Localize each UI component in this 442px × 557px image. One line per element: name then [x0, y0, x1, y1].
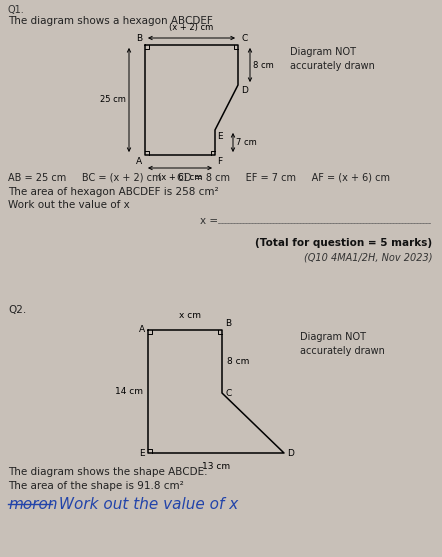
- Text: (Total for question = 5 marks): (Total for question = 5 marks): [255, 238, 432, 248]
- Text: F: F: [217, 157, 222, 166]
- Text: The area of hexagon ABCDEF is 258 cm²: The area of hexagon ABCDEF is 258 cm²: [8, 187, 219, 197]
- Text: 7 cm: 7 cm: [236, 138, 257, 147]
- Text: C: C: [241, 34, 247, 43]
- Text: E: E: [139, 448, 145, 457]
- Text: C: C: [225, 388, 231, 398]
- Text: D: D: [241, 86, 248, 95]
- Text: The area of the shape is 91.8 cm²: The area of the shape is 91.8 cm²: [8, 481, 184, 491]
- Text: AB = 25 cm     BC = (x + 2) cm     CD = 8 cm     EF = 7 cm     AF = (x + 6) cm: AB = 25 cm BC = (x + 2) cm CD = 8 cm EF …: [8, 173, 390, 183]
- Text: A: A: [139, 325, 145, 335]
- Text: 14 cm: 14 cm: [115, 387, 143, 396]
- Text: (x + 2) cm: (x + 2) cm: [169, 23, 213, 32]
- Text: B: B: [136, 34, 142, 43]
- Text: 25 cm: 25 cm: [100, 95, 126, 105]
- Text: D: D: [287, 448, 294, 457]
- Text: Q2.: Q2.: [8, 305, 26, 315]
- Text: Q1.: Q1.: [8, 5, 25, 15]
- Text: Diagram NOT
accurately drawn: Diagram NOT accurately drawn: [290, 47, 375, 71]
- Text: E: E: [217, 132, 223, 141]
- Text: (x + 6) cm: (x + 6) cm: [158, 173, 202, 182]
- Text: Work out the value of x: Work out the value of x: [8, 200, 130, 210]
- Text: B: B: [225, 319, 231, 328]
- Text: 8 cm: 8 cm: [227, 357, 249, 366]
- Text: x cm: x cm: [179, 311, 201, 320]
- Text: Work out the value of x: Work out the value of x: [54, 497, 238, 512]
- Text: 8 cm: 8 cm: [253, 61, 274, 70]
- Text: (Q10 4MA1/2H, Nov 2023): (Q10 4MA1/2H, Nov 2023): [304, 253, 432, 263]
- Text: x =: x =: [200, 216, 221, 226]
- Text: 13 cm: 13 cm: [202, 462, 230, 471]
- Text: The diagram shows the shape ABCDE.: The diagram shows the shape ABCDE.: [8, 467, 207, 477]
- Text: moron: moron: [8, 497, 57, 512]
- Text: A: A: [136, 157, 142, 166]
- Text: Diagram NOT
accurately drawn: Diagram NOT accurately drawn: [300, 332, 385, 356]
- Text: The diagram shows a hexagon ABCDEF: The diagram shows a hexagon ABCDEF: [8, 16, 213, 26]
